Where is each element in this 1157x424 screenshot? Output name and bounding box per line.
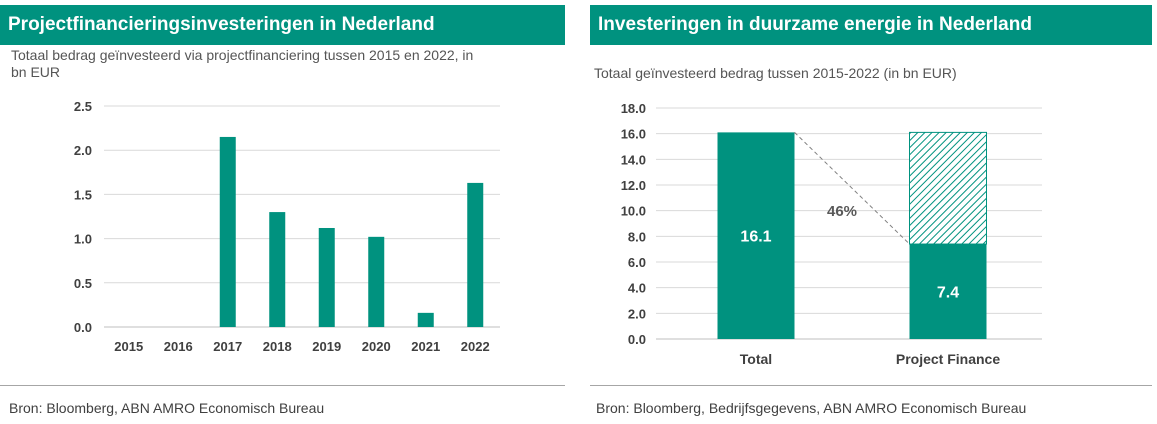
left-y-tick-label: 2.5 — [74, 99, 92, 114]
right-chart-panel: Investeringen in duurzame energie in Ned… — [590, 0, 1152, 424]
left-y-tick-label: 2.0 — [74, 143, 92, 158]
right-y-tick-label: 4.0 — [628, 281, 646, 296]
right-source-note: Bron: Bloomberg, Bedrijfsgegevens, ABN A… — [596, 400, 1027, 416]
left-x-tick-label: 2021 — [411, 339, 440, 354]
right-y-tick-label: 14.0 — [621, 152, 646, 167]
left-y-tick-label: 0.5 — [74, 276, 92, 291]
left-source-divider — [0, 385, 565, 386]
left-bar — [417, 312, 434, 327]
left-x-tick-label: 2020 — [362, 339, 391, 354]
right-chart-subtitle: Totaal geïnvesteerd bedrag tussen 2015-2… — [594, 65, 957, 81]
right-bar-total — [717, 132, 795, 339]
left-bar — [219, 136, 236, 327]
left-y-tick-label: 1.5 — [74, 187, 92, 202]
right-bar-chart: 0.0 2.0 4.0 6.0 8.0 10.0 12.0 14.0 16.0 18.0 16.1 7… — [621, 101, 1042, 367]
right-y-tick-label: 0.0 — [628, 332, 646, 347]
left-chart-subtitle: Totaal bedrag geïnvesteerd via projectfi… — [11, 47, 473, 81]
left-y-tick-label: 0.0 — [74, 320, 92, 335]
left-x-tick-label: 2019 — [312, 339, 341, 354]
left-subtitle-line2: bn EUR — [11, 64, 61, 80]
right-y-tick-label: 2.0 — [628, 306, 646, 321]
right-y-tick-label: 12.0 — [621, 178, 646, 193]
left-y-tick-label: 1.0 — [74, 232, 92, 247]
left-subtitle-line1: Totaal bedrag geïnvesteerd via projectfi… — [11, 47, 474, 63]
left-x-tick-label: 2015 — [114, 339, 143, 354]
right-source-divider — [590, 385, 1152, 386]
left-x-tick-label: 2022 — [461, 339, 490, 354]
left-x-tick-label: 2016 — [164, 339, 193, 354]
right-bar-remainder-hatched — [909, 131, 987, 245]
left-bar — [467, 182, 484, 327]
right-data-label-total: 16.1 — [740, 229, 771, 246]
left-bar-chart: 0.0 0.5 1.0 1.5 2.0 2.5 2015 2016 2017 2018 2019 20… — [74, 99, 500, 354]
right-x-tick-label: Project Finance — [896, 351, 1000, 367]
right-y-tick-label: 16.0 — [621, 127, 646, 142]
left-x-tick-label: 2018 — [263, 339, 292, 354]
right-connector-line — [794, 132, 910, 245]
left-bar — [269, 212, 286, 327]
right-data-label-project-finance: 7.4 — [937, 285, 959, 302]
right-y-tick-label: 18.0 — [621, 101, 646, 116]
right-x-tick-label: Total — [740, 351, 772, 367]
left-source-note: Bron: Bloomberg, ABN AMRO Economisch Bur… — [9, 400, 325, 416]
left-chart-panel: Projectfinancieringsinvesteringen in Ned… — [0, 0, 565, 424]
left-x-tick-label: 2017 — [213, 339, 242, 354]
right-percentage-annotation: 46% — [827, 203, 857, 220]
right-bar-project-finance — [909, 244, 987, 339]
right-y-tick-label: 10.0 — [621, 204, 646, 219]
left-bar — [368, 236, 385, 327]
right-y-tick-label: 6.0 — [628, 255, 646, 270]
right-y-tick-label: 8.0 — [628, 229, 646, 244]
right-chart-title: Investeringen in duurzame energie in Ned… — [590, 5, 1152, 45]
left-chart-title: Projectfinancieringsinvesteringen in Ned… — [0, 5, 565, 45]
left-bar — [318, 227, 335, 327]
